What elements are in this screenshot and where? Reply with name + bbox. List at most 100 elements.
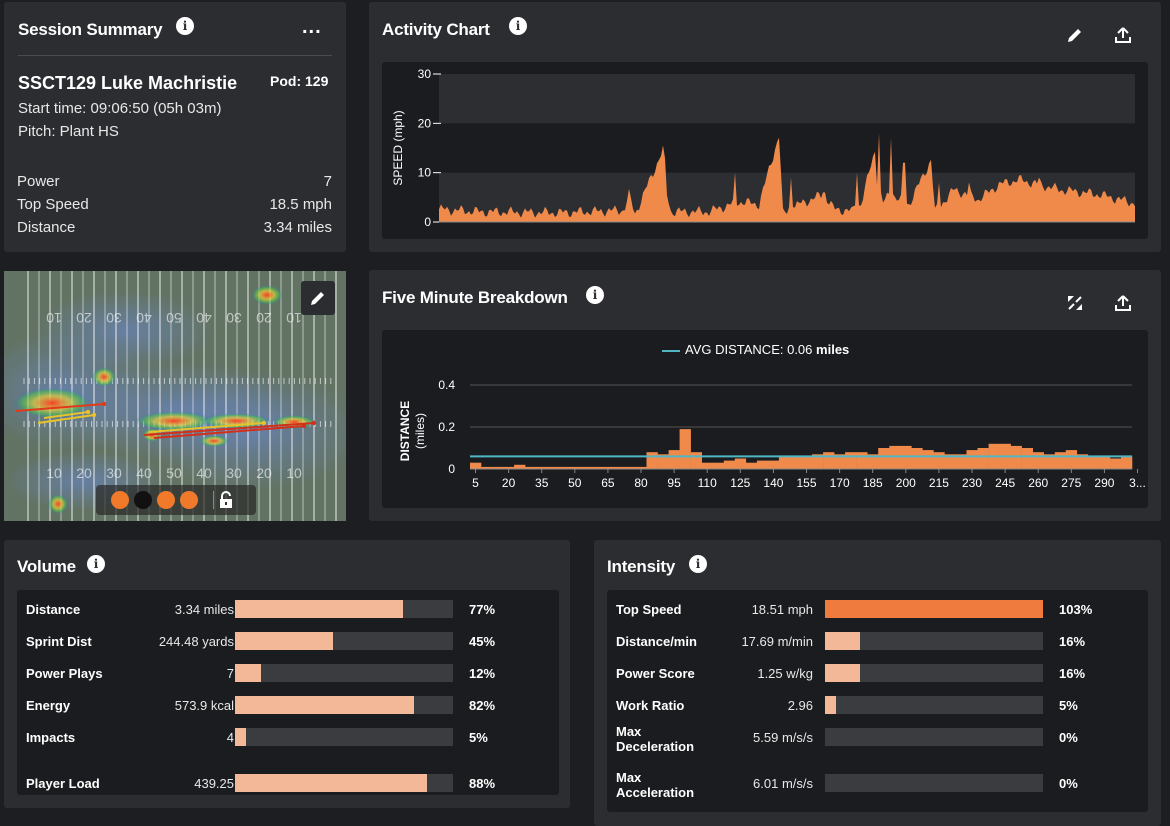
metric-row: Top Speed 18.51 mph 103% — [607, 593, 1148, 625]
movement-arrow — [43, 411, 89, 419]
yard-number: 30 — [226, 310, 242, 326]
x-tick-label: 155 — [797, 476, 817, 490]
yard-number: 10 — [46, 310, 62, 326]
info-icon[interactable]: i — [176, 17, 194, 35]
distance-bar — [834, 454, 846, 469]
y-axis-label: SPEED (mph) — [391, 110, 405, 185]
player-filter-dot[interactable] — [157, 491, 175, 509]
distance-bar — [933, 452, 945, 469]
upload-icon[interactable] — [1112, 292, 1134, 314]
upload-icon[interactable] — [1112, 24, 1134, 46]
pencil-icon — [311, 292, 324, 305]
metric-row: Impacts 4 5% — [17, 721, 559, 753]
activity-chart-panel: Activity Chart i 30 20 10 0 SPEED (mph) — [369, 2, 1161, 252]
x-tick-label: 140 — [763, 476, 783, 490]
metric-label: Distance/min — [616, 634, 697, 649]
distance-bar — [635, 466, 647, 469]
distance-bar — [767, 460, 780, 469]
metric-bar-track — [825, 664, 1043, 682]
divider — [18, 55, 332, 56]
distance-bar — [889, 445, 901, 469]
metric-bar-fill — [825, 632, 860, 650]
distance-bar — [470, 462, 482, 469]
player-filter-dot[interactable] — [180, 491, 198, 509]
metric-row: Distance/min 17.69 m/min 16% — [607, 625, 1148, 657]
heat-spot — [134, 411, 214, 431]
info-icon[interactable]: i — [509, 17, 527, 35]
distance-bar — [503, 466, 515, 469]
metric-label: Energy — [26, 698, 71, 713]
intensity-panel: Intensity i Top Speed 18.51 mph 103% Distan… — [594, 540, 1161, 826]
distance-bar — [1109, 458, 1122, 469]
distance-bar — [679, 429, 691, 469]
metric-percent: 77% — [469, 602, 496, 617]
expand-icon[interactable] — [1064, 292, 1086, 314]
movement-arrow — [15, 403, 105, 412]
player-filter-dot[interactable] — [111, 491, 129, 509]
intensity-title: Intensity — [607, 557, 676, 576]
distance-bar — [492, 466, 504, 469]
distance-bar — [944, 454, 956, 469]
metric-value: 7 — [226, 666, 234, 681]
five-minute-panel: Five Minute Breakdown i AVG DISTANCE: 0.… — [369, 270, 1161, 521]
distance-bar — [955, 454, 967, 469]
distance-bar — [856, 452, 868, 469]
metric-bar-fill — [235, 696, 414, 714]
pod-label: Pod: 129 — [270, 73, 329, 89]
metric-row: Work Ratio 2.96 5% — [607, 689, 1148, 721]
distance-bar — [823, 452, 835, 469]
yard-number: 40 — [196, 310, 212, 326]
breakdown-chart-area: AVG DISTANCE: 0.06 miles 0 0.2 0.4 5 20 35 50 6… — [382, 330, 1148, 508]
heatmap-svg: 10 20 30 40 50 40 30 20 10 10 20 30 40 50 40 30 20 10 — [4, 271, 346, 521]
pencil-icon[interactable] — [1064, 24, 1086, 46]
distance-bar — [878, 448, 890, 469]
metric-percent: 12% — [469, 666, 496, 681]
metric-percent: 82% — [469, 698, 496, 713]
metric-value: 1.25 w/kg — [757, 666, 813, 681]
info-icon[interactable]: i — [586, 286, 604, 304]
distance-bar — [1021, 448, 1033, 469]
x-tick-label: 3... — [1129, 476, 1146, 490]
lock-icon[interactable] — [215, 489, 237, 511]
legend-label: AVG DISTANCE: 0.06 — [685, 342, 813, 357]
metric-bar-fill — [235, 632, 334, 650]
arrow-head — [91, 412, 97, 418]
metric-percent: 0% — [1059, 730, 1078, 745]
metric-row: Distance 3.34 miles 77% — [17, 593, 559, 625]
session-summary-title: Session Summary — [18, 20, 163, 39]
distance-bar — [1065, 450, 1078, 469]
metric-value: 4 — [226, 730, 234, 745]
x-tick-label: 245 — [995, 476, 1015, 490]
yard-number: 40 — [136, 310, 152, 326]
x-tick-label: 65 — [601, 476, 615, 490]
info-icon[interactable]: i — [689, 555, 707, 573]
volume-panel: Volume i Distance 3.34 miles 77% Sprint Dis… — [4, 540, 570, 808]
distance-bar — [723, 460, 736, 469]
movement-arrow — [37, 414, 95, 424]
metric-value: 5.59 m/s/s — [753, 730, 813, 745]
heat-spot — [92, 367, 116, 387]
pitch-heatmap[interactable]: 10 20 30 40 50 40 30 20 10 10 20 30 40 50 40 30 20 10 — [4, 271, 346, 521]
intensity-list: Top Speed 18.51 mph 103% Distance/min 17.69 … — [607, 590, 1148, 812]
metric-label: Max Acceleration — [616, 770, 695, 800]
metric-label: Top Speed — [616, 602, 682, 617]
more-options-button[interactable]: ... — [302, 16, 322, 38]
volume-list: Distance 3.34 miles 77% Sprint Dist 244.48 y… — [17, 590, 559, 795]
distance-bar — [514, 464, 526, 469]
yard-number: 10 — [46, 465, 62, 481]
y-axis-unit: (miles) — [413, 413, 427, 449]
distance-bar — [536, 466, 548, 469]
metric-bar-fill — [825, 600, 1043, 618]
controls-divider — [213, 491, 214, 509]
distance-bar — [1054, 452, 1067, 469]
info-icon[interactable]: i — [87, 555, 105, 573]
activity-chart-svg: 30 20 10 0 SPEED (mph) — [391, 67, 1135, 229]
y-tick-label: 30 — [418, 67, 432, 81]
distance-bar — [911, 448, 923, 469]
player-filter-dot[interactable] — [134, 491, 152, 509]
distance-bar — [790, 456, 802, 469]
distance-bar — [1010, 445, 1022, 469]
metric-bar-track — [825, 600, 1043, 618]
x-tick-label: 125 — [730, 476, 750, 490]
heatmap-edit-button[interactable] — [301, 281, 335, 315]
